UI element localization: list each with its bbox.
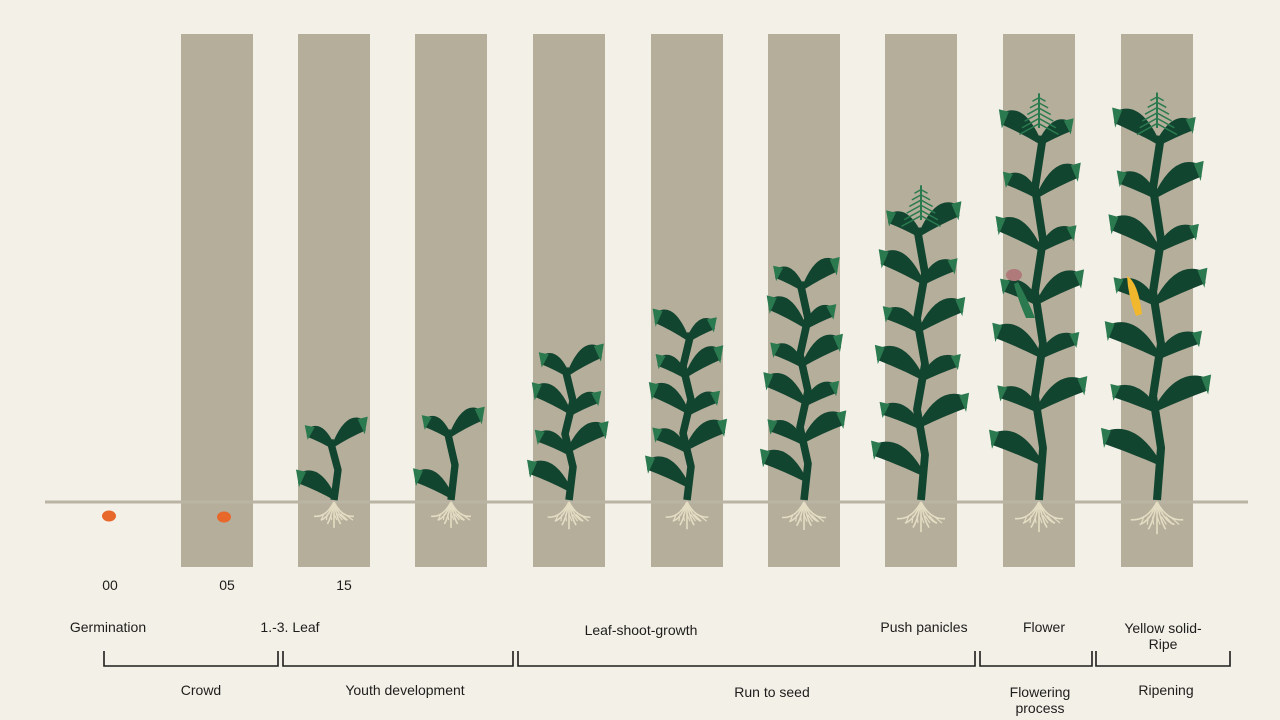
- phase-label-youth-development: Youth development: [345, 682, 465, 698]
- phase-label-crowd: Crowd: [180, 682, 222, 698]
- stage-label-germination: Germination: [69, 619, 147, 635]
- seed-stage-05: [217, 511, 231, 523]
- stage-label-leaf-1-3: 1.-3. Leaf: [260, 619, 320, 635]
- plant-push-panicles: [871, 185, 970, 533]
- bracket-crowd: [103, 651, 279, 667]
- bracket-flowering: [979, 651, 1093, 667]
- bracket-youth: [282, 651, 514, 667]
- plants: [102, 92, 1212, 535]
- bracket-run-to-seed: [517, 651, 976, 667]
- corn-cob: [1127, 276, 1142, 316]
- plant-leaf-shoot-1: [527, 343, 609, 530]
- stage-code-05: 05: [219, 577, 235, 593]
- plant-1-3-leaf: [296, 416, 368, 528]
- stage-code-00: 00: [102, 577, 118, 593]
- stage-label-flower: Flower: [1022, 619, 1065, 635]
- phase-label-flowering-process: Flowering process: [1009, 684, 1071, 716]
- phase-brackets: [103, 651, 1231, 667]
- phase-label-run-to-seed: Run to seed: [734, 684, 810, 700]
- phase-label-ripening: Ripening: [1138, 682, 1194, 698]
- plant-leaf-shoot-2: [645, 308, 728, 530]
- plant-run-to-seed: [760, 256, 847, 530]
- stage-label-yellow-solid-ripe: Yellow solid- Ripe: [1124, 620, 1202, 652]
- plant-ripe: [1101, 92, 1212, 535]
- plant-youth: [413, 406, 485, 528]
- stage-label-push-panicles: Push panicles: [880, 619, 968, 635]
- stage-column-1: [181, 34, 253, 567]
- stage-code-15: 15: [336, 577, 352, 593]
- stage-label-leaf-shoot-growth: Leaf-shoot-growth: [584, 622, 698, 638]
- bracket-ripening: [1095, 651, 1231, 667]
- plant-flower: [989, 93, 1088, 533]
- seed-stage-00: [102, 510, 116, 522]
- silk-tuft: [1006, 269, 1022, 281]
